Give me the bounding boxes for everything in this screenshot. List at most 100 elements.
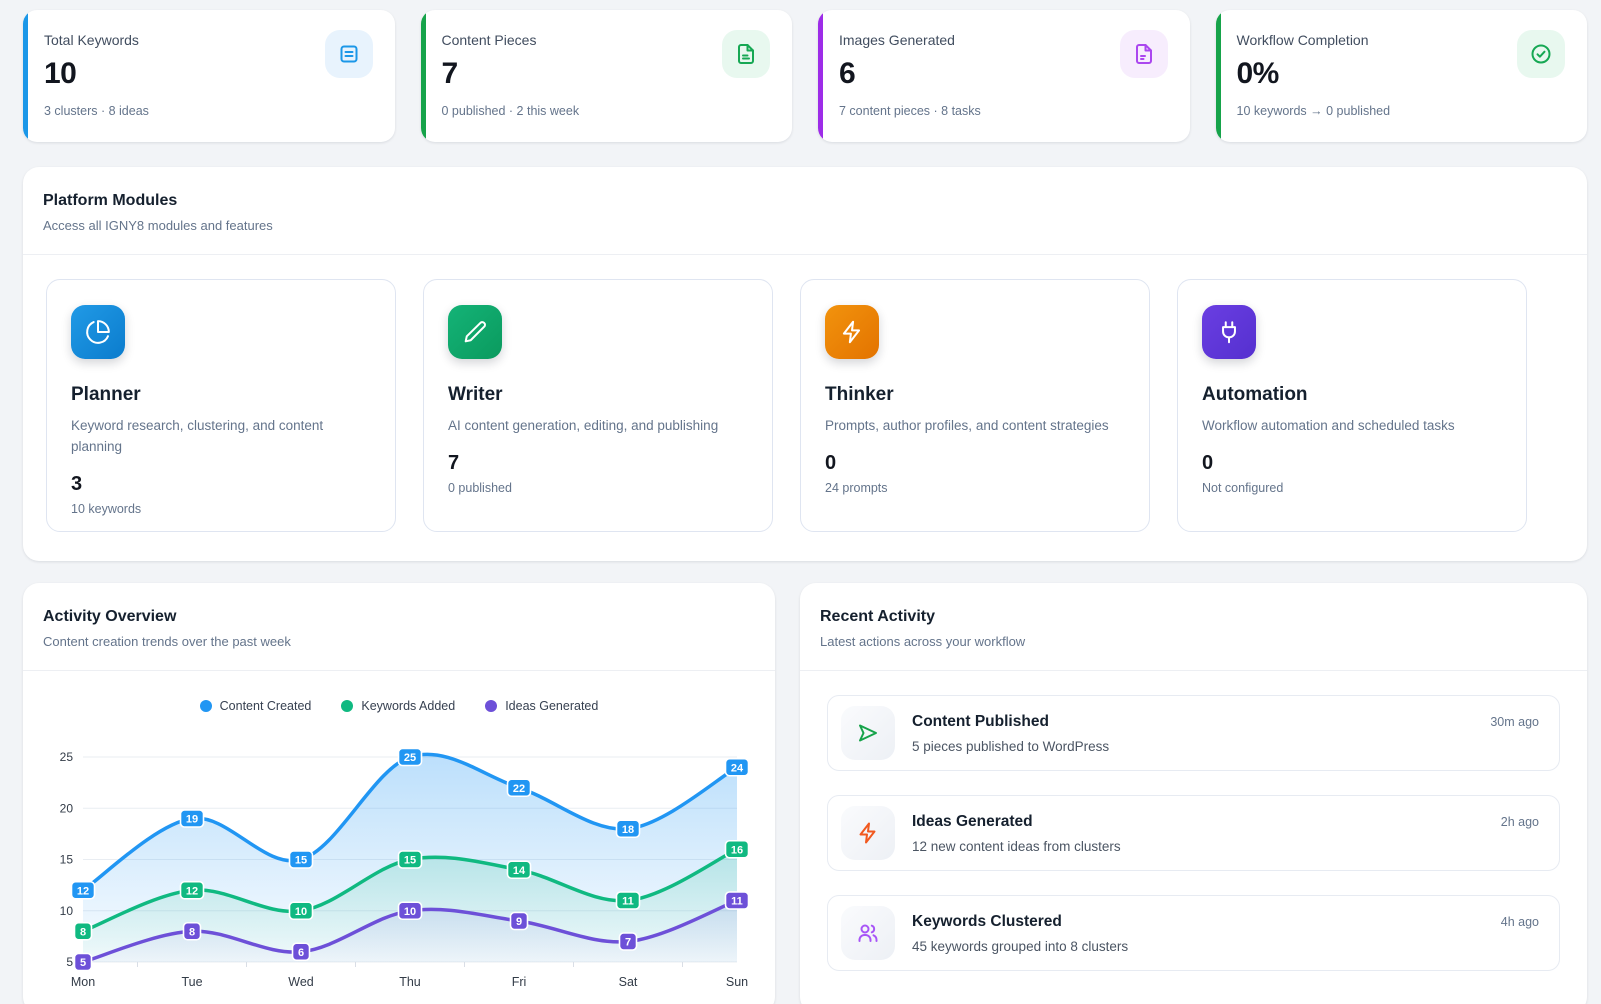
module-card-automation[interactable]: Automation Workflow automation and sched… [1177, 279, 1527, 532]
activity-title: Keywords Clustered [912, 912, 1062, 930]
stat-card-total-keywords: Total Keywords 10 3 clusters · 8 ideas [23, 10, 395, 142]
point-label [397, 850, 423, 869]
activity-item-ideas-generated[interactable]: Ideas Generated 2h ago 12 new content id… [827, 795, 1560, 871]
legend-item-keywords-added[interactable]: Keywords Added [341, 699, 455, 713]
module-value: 7 [448, 451, 460, 474]
pencil-icon [448, 305, 502, 359]
svg-text:19: 19 [186, 814, 198, 826]
activity-item-content-published[interactable]: Content Published 30m ago 5 pieces publi… [827, 695, 1560, 771]
svg-text:25: 25 [404, 752, 416, 764]
activity-item-keywords-clustered[interactable]: Keywords Clustered 4h ago 45 keywords gr… [827, 895, 1560, 971]
zap-icon [841, 806, 895, 860]
svg-text:Mon: Mon [71, 975, 95, 989]
point-label [179, 809, 205, 828]
module-value: 0 [825, 451, 837, 474]
activity-title: Content Published [912, 712, 1049, 730]
platform-modules-panel: Platform Modules Access all IGNY8 module… [23, 167, 1587, 561]
svg-text:Tue: Tue [181, 975, 202, 989]
activity-overview-panel: Activity Overview Content creation trend… [23, 583, 775, 1004]
accent-bar [1215, 10, 1221, 142]
accent-bar [420, 10, 426, 142]
svg-text:18: 18 [622, 824, 634, 836]
svg-text:16: 16 [731, 844, 743, 856]
module-description: Workflow automation and scheduled tasks [1202, 418, 1455, 433]
point-label [73, 952, 93, 972]
module-value: 3 [71, 472, 83, 495]
section-title: Recent Activity [820, 608, 935, 625]
svg-text:12: 12 [186, 885, 198, 897]
module-title: Planner [71, 384, 141, 405]
stat-value: 0% [1236, 57, 1280, 90]
svg-text:Sun: Sun [726, 975, 748, 989]
activity-timestamp: 4h ago [1500, 914, 1539, 929]
point-label [724, 757, 750, 777]
point-label [397, 747, 423, 767]
recent-activity-panel: Recent Activity Latest actions across yo… [800, 583, 1587, 1004]
file-text-icon [722, 30, 770, 78]
point-label [291, 942, 311, 962]
module-subtext: 24 prompts [825, 480, 888, 495]
section-subtitle: Content creation trends over the past we… [43, 634, 291, 649]
module-description: Prompts, author profiles, and content st… [825, 418, 1109, 433]
svg-text:8: 8 [189, 926, 195, 938]
legend-item-content-created[interactable]: Content Created [199, 699, 311, 713]
legend-label: Keywords Added [361, 699, 456, 713]
module-subtext: Not configured [1202, 480, 1284, 495]
stat-card-images-generated: Images Generated 6 7 content pieces · 8 … [818, 10, 1190, 142]
svg-text:20: 20 [60, 801, 74, 815]
svg-text:10: 10 [295, 906, 307, 918]
svg-text:7: 7 [625, 937, 631, 949]
svg-text:10: 10 [404, 906, 416, 918]
legend-item-ideas-generated[interactable]: Ideas Generated [485, 699, 598, 713]
section-subtitle: Access all IGNY8 modules and features [43, 218, 273, 233]
recent-activity-list: Content Published 30m ago 5 pieces publi… [800, 671, 1587, 995]
pie-chart-icon [71, 305, 125, 359]
recent-activity-header: Recent Activity Latest actions across yo… [800, 583, 1587, 671]
file-image-icon [1119, 30, 1168, 78]
activity-body: Content Published 30m ago 5 pieces publi… [912, 713, 1539, 754]
module-title: Automation [1202, 384, 1308, 405]
stat-title: Content Pieces [441, 32, 537, 48]
point-label [615, 819, 641, 839]
svg-text:6: 6 [298, 947, 304, 959]
stat-subtext: 0 published · 2 this week [441, 104, 580, 118]
point-label [70, 880, 96, 900]
stat-value: 10 [44, 57, 77, 90]
accent-bar [23, 10, 28, 142]
legend-dot [341, 700, 354, 712]
legend-dot [485, 700, 498, 712]
legend-dot [199, 700, 212, 712]
svg-text:5: 5 [80, 957, 86, 969]
activity-overview-header: Activity Overview Content creation trend… [23, 583, 775, 671]
point-label [397, 901, 423, 921]
module-card-thinker[interactable]: Thinker Prompts, author profiles, and co… [800, 279, 1150, 532]
svg-text:24: 24 [731, 762, 744, 774]
svg-text:11: 11 [731, 896, 743, 908]
stats-row: Total Keywords 10 3 clusters · 8 ideas C… [0, 0, 1601, 142]
point-label [506, 778, 532, 798]
point-label [288, 850, 314, 869]
activity-timestamp: 30m ago [1490, 714, 1539, 729]
module-card-writer[interactable]: Writer AI content generation, editing, a… [423, 279, 773, 532]
module-card-planner[interactable]: Planner Keyword research, clustering, an… [46, 279, 396, 532]
stat-value: 7 [441, 57, 459, 90]
point-label [509, 911, 529, 931]
stat-value: 6 [839, 57, 856, 90]
point-label [182, 921, 202, 941]
legend-label: Ideas Generated [505, 699, 599, 713]
svg-text:Wed: Wed [288, 975, 314, 989]
module-title: Thinker [825, 384, 894, 405]
point-label [618, 932, 638, 951]
activity-timestamp: 2h ago [1500, 814, 1539, 829]
svg-text:14: 14 [513, 865, 526, 877]
bottom-row: Activity Overview Content creation trend… [23, 583, 1587, 1004]
activity-chart: 5 10 15 20 25 Mon Tue Wed Thu Fri Sat Sun 12 19 15 25 22… [60, 747, 750, 989]
users-icon [841, 906, 895, 960]
section-subtitle: Latest actions across your workflow [820, 634, 1026, 649]
modules-grid: Planner Keyword research, clustering, an… [23, 255, 1587, 561]
stat-subtext: 10 keywords → 0 published [1236, 104, 1391, 118]
svg-text:15: 15 [404, 855, 416, 867]
svg-text:15: 15 [60, 853, 74, 867]
svg-text:25: 25 [60, 750, 74, 764]
module-description: Keyword research, clustering, and conten… [71, 418, 324, 454]
